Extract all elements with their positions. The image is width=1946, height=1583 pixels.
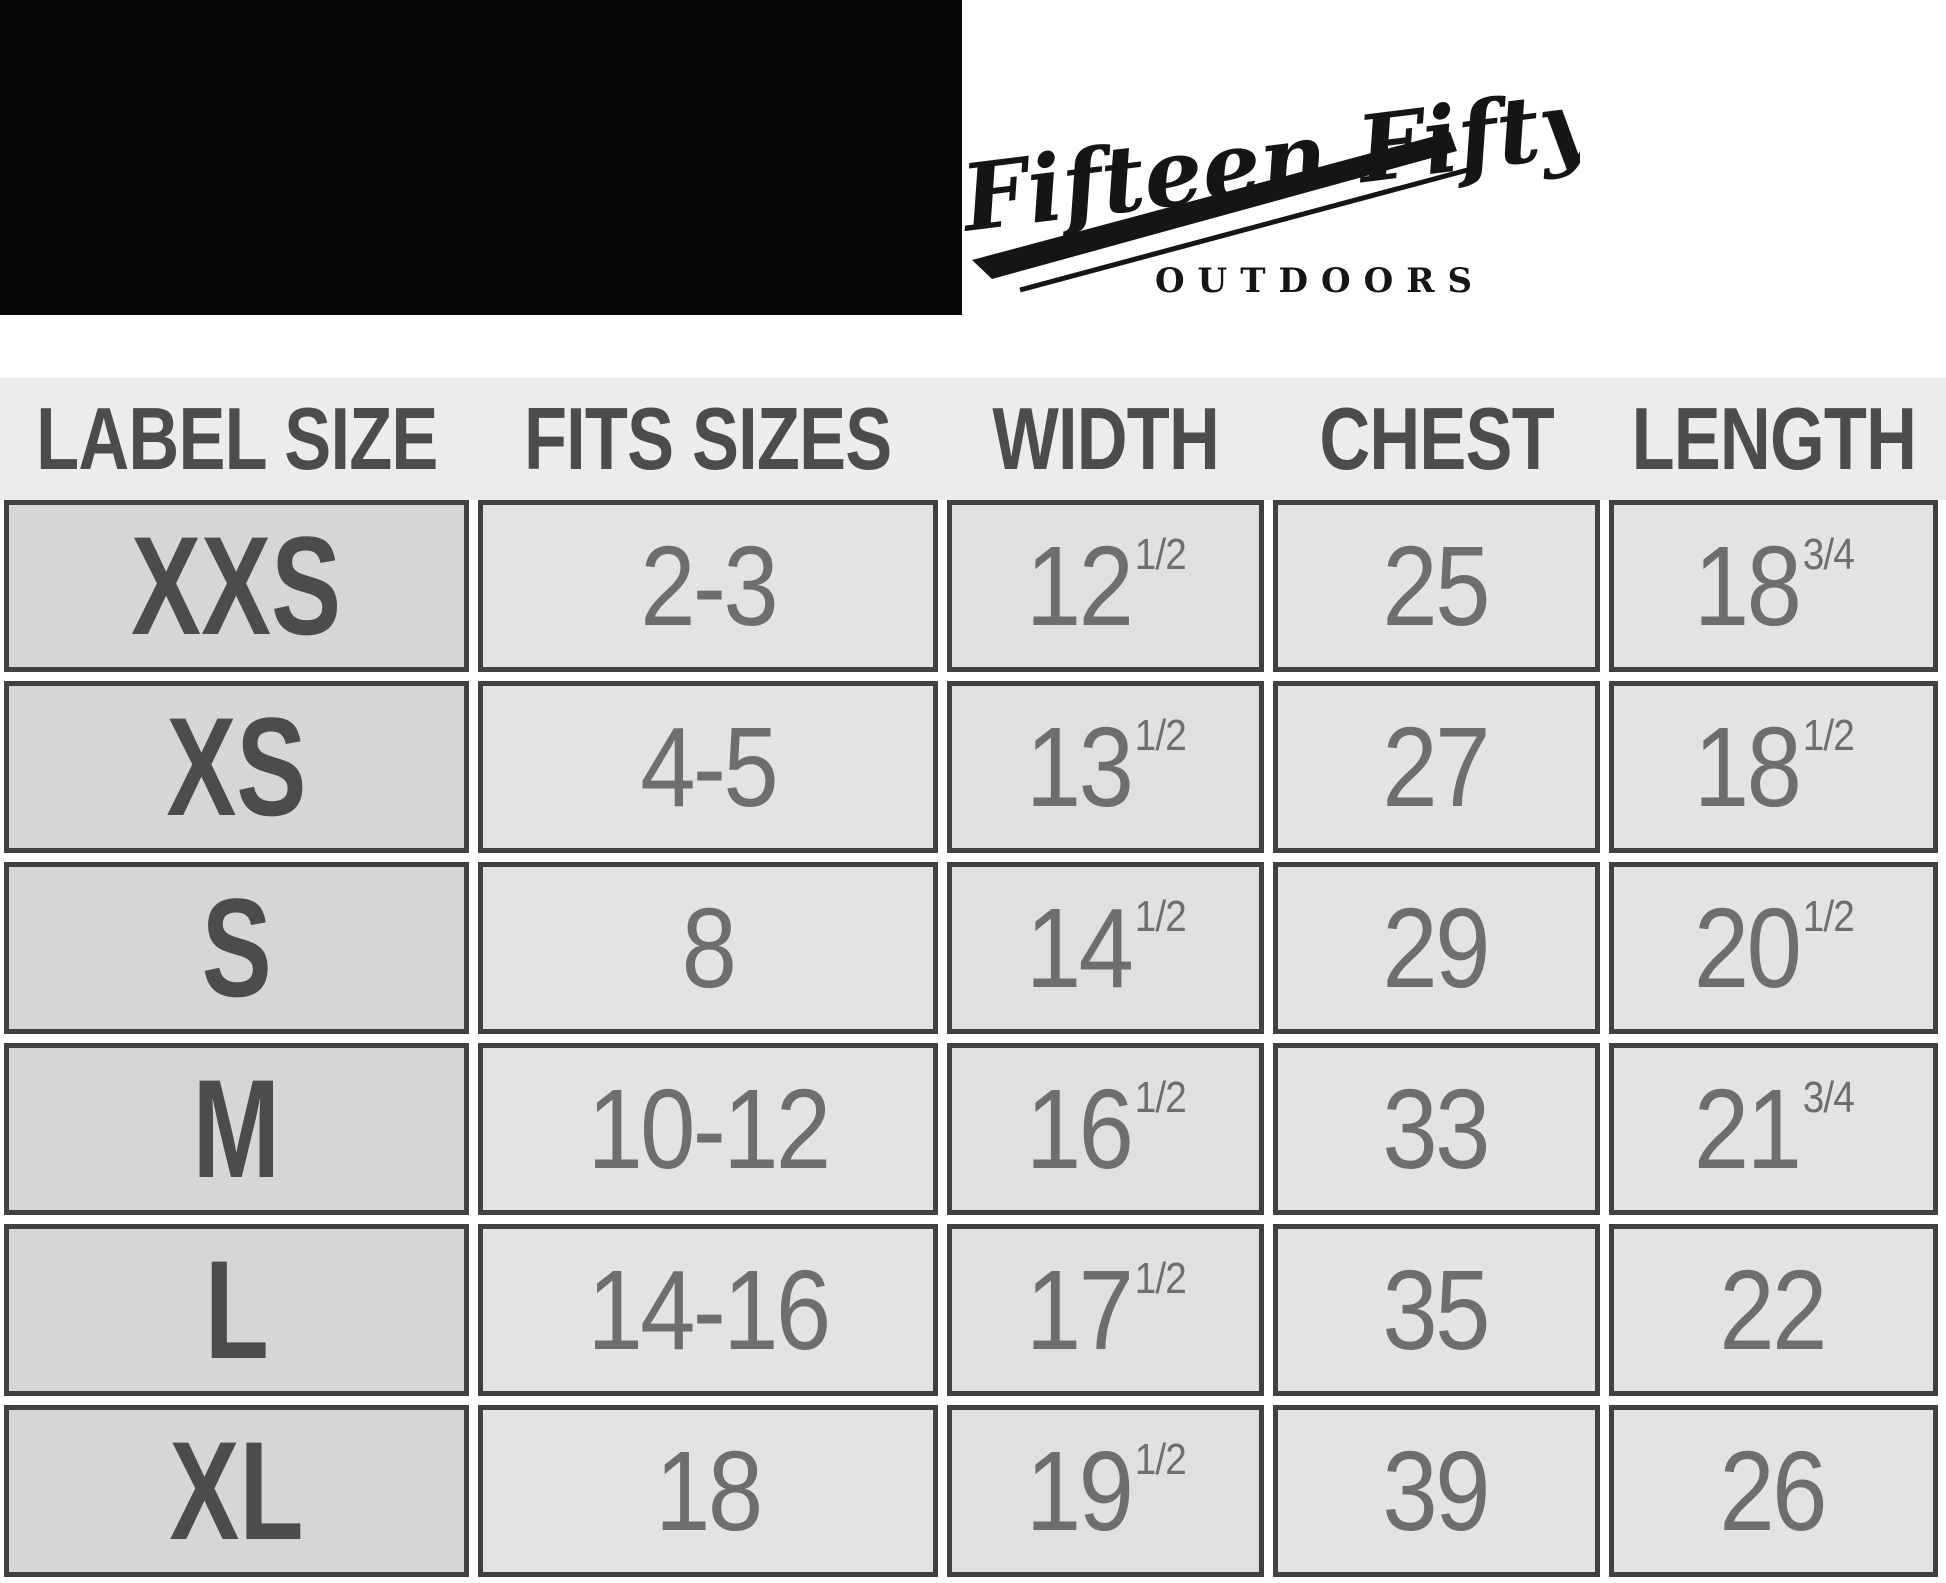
table-cell-chest: 27 xyxy=(1273,681,1600,853)
table-cell-label: S xyxy=(4,862,469,1034)
table-cell-label: XL xyxy=(4,1405,469,1577)
table-cell-label: XXS xyxy=(4,500,469,672)
table-cell-fits: 14-16 xyxy=(478,1224,938,1396)
table-cell-chest: 33 xyxy=(1273,1043,1600,1215)
table-cell-label: L xyxy=(4,1224,469,1396)
top-banner: Fifteen Fifty OUTDOORS xyxy=(0,0,1946,378)
table-cell-width: 161/2 xyxy=(947,1043,1264,1215)
table-cell-fits: 18 xyxy=(478,1405,938,1577)
table-cell-length: 22 xyxy=(1609,1224,1938,1396)
brand-sub-text: OUTDOORS xyxy=(1155,261,1485,301)
table-cell-width: 191/2 xyxy=(947,1405,1264,1577)
header-fits-sizes: FITS SIZES xyxy=(524,389,892,488)
column-header-band: LABEL SIZE FITS SIZES WIDTH CHEST LENGTH xyxy=(0,378,1946,500)
fraction: 1/2 xyxy=(1134,891,1186,941)
logo-swoosh-shape xyxy=(972,132,1457,279)
fraction: 1/2 xyxy=(1802,710,1854,760)
fraction: 1/2 xyxy=(1134,1072,1186,1122)
table-cell-width: 131/2 xyxy=(947,681,1264,853)
brand-logo-graphic: Fifteen Fifty OUTDOORS xyxy=(953,68,1580,301)
size-chart-table: XXS 2-3 121/2 25 183/4 XS 4-5 131/2 27 1… xyxy=(0,500,1946,1577)
table-cell-length: 26 xyxy=(1609,1405,1938,1577)
brand-logo: Fifteen Fifty OUTDOORS xyxy=(950,2,1580,312)
header-label-size: LABEL SIZE xyxy=(35,389,438,488)
fraction: 1/2 xyxy=(1134,1434,1186,1484)
table-cell-width: 141/2 xyxy=(947,862,1264,1034)
header-width: WIDTH xyxy=(992,389,1220,488)
fraction: 3/4 xyxy=(1802,529,1854,579)
header-chest: CHEST xyxy=(1319,389,1554,488)
table-cell-fits: 8 xyxy=(478,862,938,1034)
fraction: 3/4 xyxy=(1802,1072,1854,1122)
fraction: 1/2 xyxy=(1134,529,1186,579)
black-banner-block xyxy=(0,0,962,315)
table-cell-fits: 10-12 xyxy=(478,1043,938,1215)
table-cell-fits: 4-5 xyxy=(478,681,938,853)
logo-swoosh-line xyxy=(1019,165,1476,293)
table-cell-width: 121/2 xyxy=(947,500,1264,672)
table-cell-label: XS xyxy=(4,681,469,853)
table-cell-chest: 25 xyxy=(1273,500,1600,672)
fraction: 1/2 xyxy=(1134,710,1186,760)
table-cell-length: 201/2 xyxy=(1609,862,1938,1034)
fraction: 1/2 xyxy=(1802,891,1854,941)
column-header-row: LABEL SIZE FITS SIZES WIDTH CHEST LENGTH xyxy=(0,378,1946,500)
table-cell-fits: 2-3 xyxy=(478,500,938,672)
table-cell-chest: 29 xyxy=(1273,862,1600,1034)
fraction: 1/2 xyxy=(1134,1253,1186,1303)
table-cell-chest: 39 xyxy=(1273,1405,1600,1577)
table-cell-width: 171/2 xyxy=(947,1224,1264,1396)
table-cell-length: 181/2 xyxy=(1609,681,1938,853)
table-cell-length: 213/4 xyxy=(1609,1043,1938,1215)
header-length: LENGTH xyxy=(1631,389,1916,488)
table-cell-length: 183/4 xyxy=(1609,500,1938,672)
table-cell-chest: 35 xyxy=(1273,1224,1600,1396)
table-cell-label: M xyxy=(4,1043,469,1215)
